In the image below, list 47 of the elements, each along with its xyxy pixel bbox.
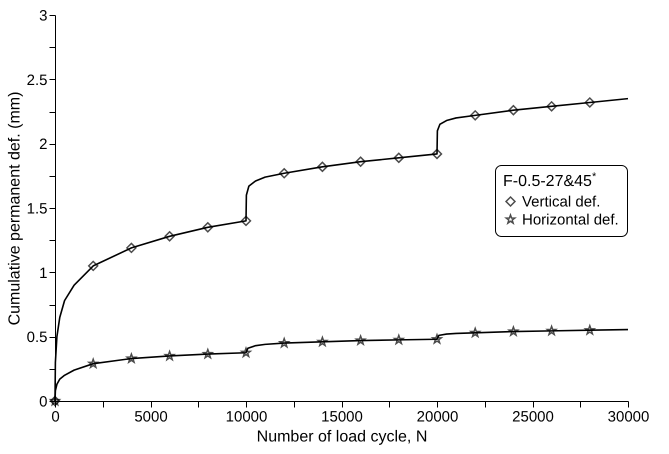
x-tick-label: 20000: [416, 408, 458, 426]
point: [202, 222, 214, 233]
point: [88, 358, 98, 368]
y-tick-label: 3: [39, 8, 48, 24]
point: [164, 231, 175, 242]
point: [546, 101, 557, 112]
y-tick-label: 0: [39, 394, 48, 410]
x-tick-label: 10000: [226, 408, 268, 426]
point: [470, 110, 480, 121]
y-tick-label: 0.5: [26, 329, 48, 346]
point: [546, 326, 557, 336]
x-tick-label: 5000: [134, 408, 168, 426]
point: [126, 242, 137, 254]
point: [126, 353, 136, 363]
point: [394, 152, 404, 164]
point: [317, 162, 328, 172]
point: [356, 335, 366, 345]
x-tick-label: 0: [51, 408, 60, 426]
y-axis-title: Cumulative permanent def. (mm): [6, 92, 24, 326]
point: [88, 260, 98, 272]
y-tick-label: 1: [39, 264, 48, 282]
legend-label: Vertical def.: [522, 194, 600, 210]
point: [508, 326, 518, 336]
point: [584, 97, 596, 108]
x-tick-label: 30000: [608, 408, 650, 426]
point: [394, 334, 404, 344]
x-tick-label: 25000: [512, 408, 554, 426]
y-tick-label: 2: [39, 136, 48, 154]
legend-title: F-0.5-27&45$^{*}$: [503, 171, 597, 190]
point: [241, 348, 251, 358]
point: [432, 148, 442, 160]
x-tick-label: 15000: [321, 408, 363, 426]
y-tick-label: 2.5: [26, 72, 48, 89]
point: [164, 350, 175, 360]
point: [470, 328, 480, 338]
point: [279, 338, 290, 348]
legend-label: Horizontal def.: [522, 212, 619, 228]
point: [202, 348, 213, 358]
point: [317, 336, 328, 346]
point: [278, 168, 290, 178]
point: [584, 325, 595, 335]
point: [355, 156, 366, 167]
y-tick-label: 1.5: [26, 200, 48, 218]
point: [240, 216, 252, 226]
point: [508, 104, 519, 116]
point: [432, 334, 442, 344]
x-axis-title: Number of load cycle, N: [256, 428, 428, 446]
